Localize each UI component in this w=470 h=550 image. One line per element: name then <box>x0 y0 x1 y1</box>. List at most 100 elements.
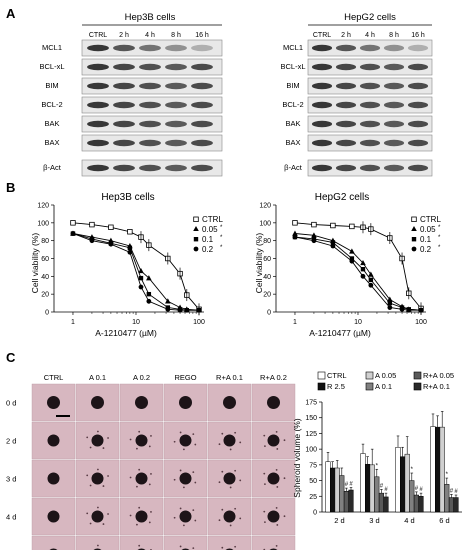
significance-marker: # <box>419 487 423 493</box>
legend-marker <box>193 246 199 252</box>
legend-asterisk: * <box>220 245 223 251</box>
bar <box>369 464 375 513</box>
x-axis-label: A-1210477 (µM) <box>95 328 157 338</box>
cell-debris <box>89 522 92 525</box>
spheroid <box>179 434 192 447</box>
data-point <box>177 307 183 313</box>
significance-marker: # <box>384 487 388 493</box>
data-point <box>368 277 374 283</box>
cell-debris <box>283 515 286 518</box>
bar <box>430 426 436 513</box>
y-tick-label: 60 <box>41 256 49 263</box>
blot-band <box>139 139 161 147</box>
cell-debris <box>276 524 279 526</box>
bar <box>343 491 349 513</box>
lane-label: CTRL <box>89 32 107 39</box>
cell-debris <box>221 546 224 549</box>
lane-label: 16 h <box>411 32 425 39</box>
cell-debris <box>138 506 141 509</box>
cell-debris <box>136 485 138 488</box>
spheroid <box>91 472 104 485</box>
cell-debris <box>138 468 141 471</box>
cell-debris <box>221 508 224 511</box>
blot-band <box>311 63 333 71</box>
spheroid <box>223 472 236 485</box>
y-tick-label: 0 <box>313 510 317 517</box>
data-point <box>387 305 393 310</box>
blot-band <box>383 82 405 90</box>
cell-debris <box>276 486 279 488</box>
cell-debris <box>148 483 151 486</box>
protein-label: BCL-2 <box>41 100 62 109</box>
cell-debris <box>102 523 105 525</box>
y-tick-label: 150 <box>305 415 317 422</box>
y-tick-label: 100 <box>37 220 49 227</box>
data-point <box>360 267 366 272</box>
y-tick-label: 50 <box>309 478 317 485</box>
blot-band <box>383 63 405 71</box>
blot-band <box>311 120 333 128</box>
blot-band <box>139 63 161 71</box>
data-point <box>349 223 355 230</box>
blot-band <box>87 139 109 147</box>
blot-band <box>311 101 333 109</box>
legend-asterisk: * <box>220 235 223 241</box>
cell-debris <box>179 431 182 434</box>
cell-debris <box>138 430 141 433</box>
cell-debris <box>182 486 185 489</box>
legend-label: 0.2 <box>202 245 214 254</box>
legend-asterisk: * <box>438 245 441 251</box>
legend-label: R+A 0.05 <box>423 371 454 380</box>
legend-swatch <box>365 382 374 391</box>
legend-marker <box>411 237 417 242</box>
protein-label: BAX <box>44 138 59 147</box>
panel-label-b: B <box>6 180 15 195</box>
bar <box>339 475 345 513</box>
y-axis-label: Cell viability (%) <box>254 233 264 294</box>
cell-debris <box>136 523 138 526</box>
cell-debris <box>263 472 266 475</box>
series-line <box>294 222 422 309</box>
cell-debris <box>102 447 105 449</box>
protein-label: β-Act <box>284 163 303 172</box>
data-point <box>330 222 336 229</box>
protein-label: BIM <box>45 81 58 90</box>
column-label: REGO <box>174 373 196 382</box>
cell-debris <box>229 486 232 489</box>
data-point <box>196 307 202 313</box>
cell-debris <box>89 446 92 449</box>
blot-band <box>311 164 333 172</box>
protein-label: BAX <box>285 138 300 147</box>
series-line <box>294 233 422 311</box>
spheroid <box>223 510 236 523</box>
lane-label: 4 h <box>145 32 155 39</box>
spheroid <box>179 396 192 409</box>
data-point <box>138 275 144 281</box>
cell-debris <box>234 545 237 548</box>
significance-marker: # <box>345 482 349 488</box>
legend-marker <box>193 237 199 242</box>
protein-label: BAK <box>44 119 59 128</box>
data-point <box>89 221 95 228</box>
blot-band <box>191 82 213 90</box>
data-point <box>330 243 336 249</box>
row-label: 3 d <box>6 475 16 484</box>
data-point <box>349 248 355 254</box>
significance-marker: # <box>454 489 458 495</box>
x-tick-label: 10 <box>132 319 140 326</box>
blot-band <box>87 44 109 52</box>
spheroid <box>267 472 280 485</box>
cell-debris <box>97 506 99 509</box>
data-point <box>70 220 76 226</box>
cell-debris <box>179 545 182 548</box>
column-label: CTRL <box>44 373 64 382</box>
blot-band <box>165 63 187 71</box>
cell-debris <box>173 516 176 519</box>
data-point <box>146 275 152 281</box>
data-point <box>349 256 355 261</box>
cell-debris <box>129 438 132 441</box>
spheroid <box>267 434 280 447</box>
y-tick-label: 100 <box>305 447 317 454</box>
significance-marker: # <box>450 488 454 494</box>
blot-band <box>407 44 429 52</box>
